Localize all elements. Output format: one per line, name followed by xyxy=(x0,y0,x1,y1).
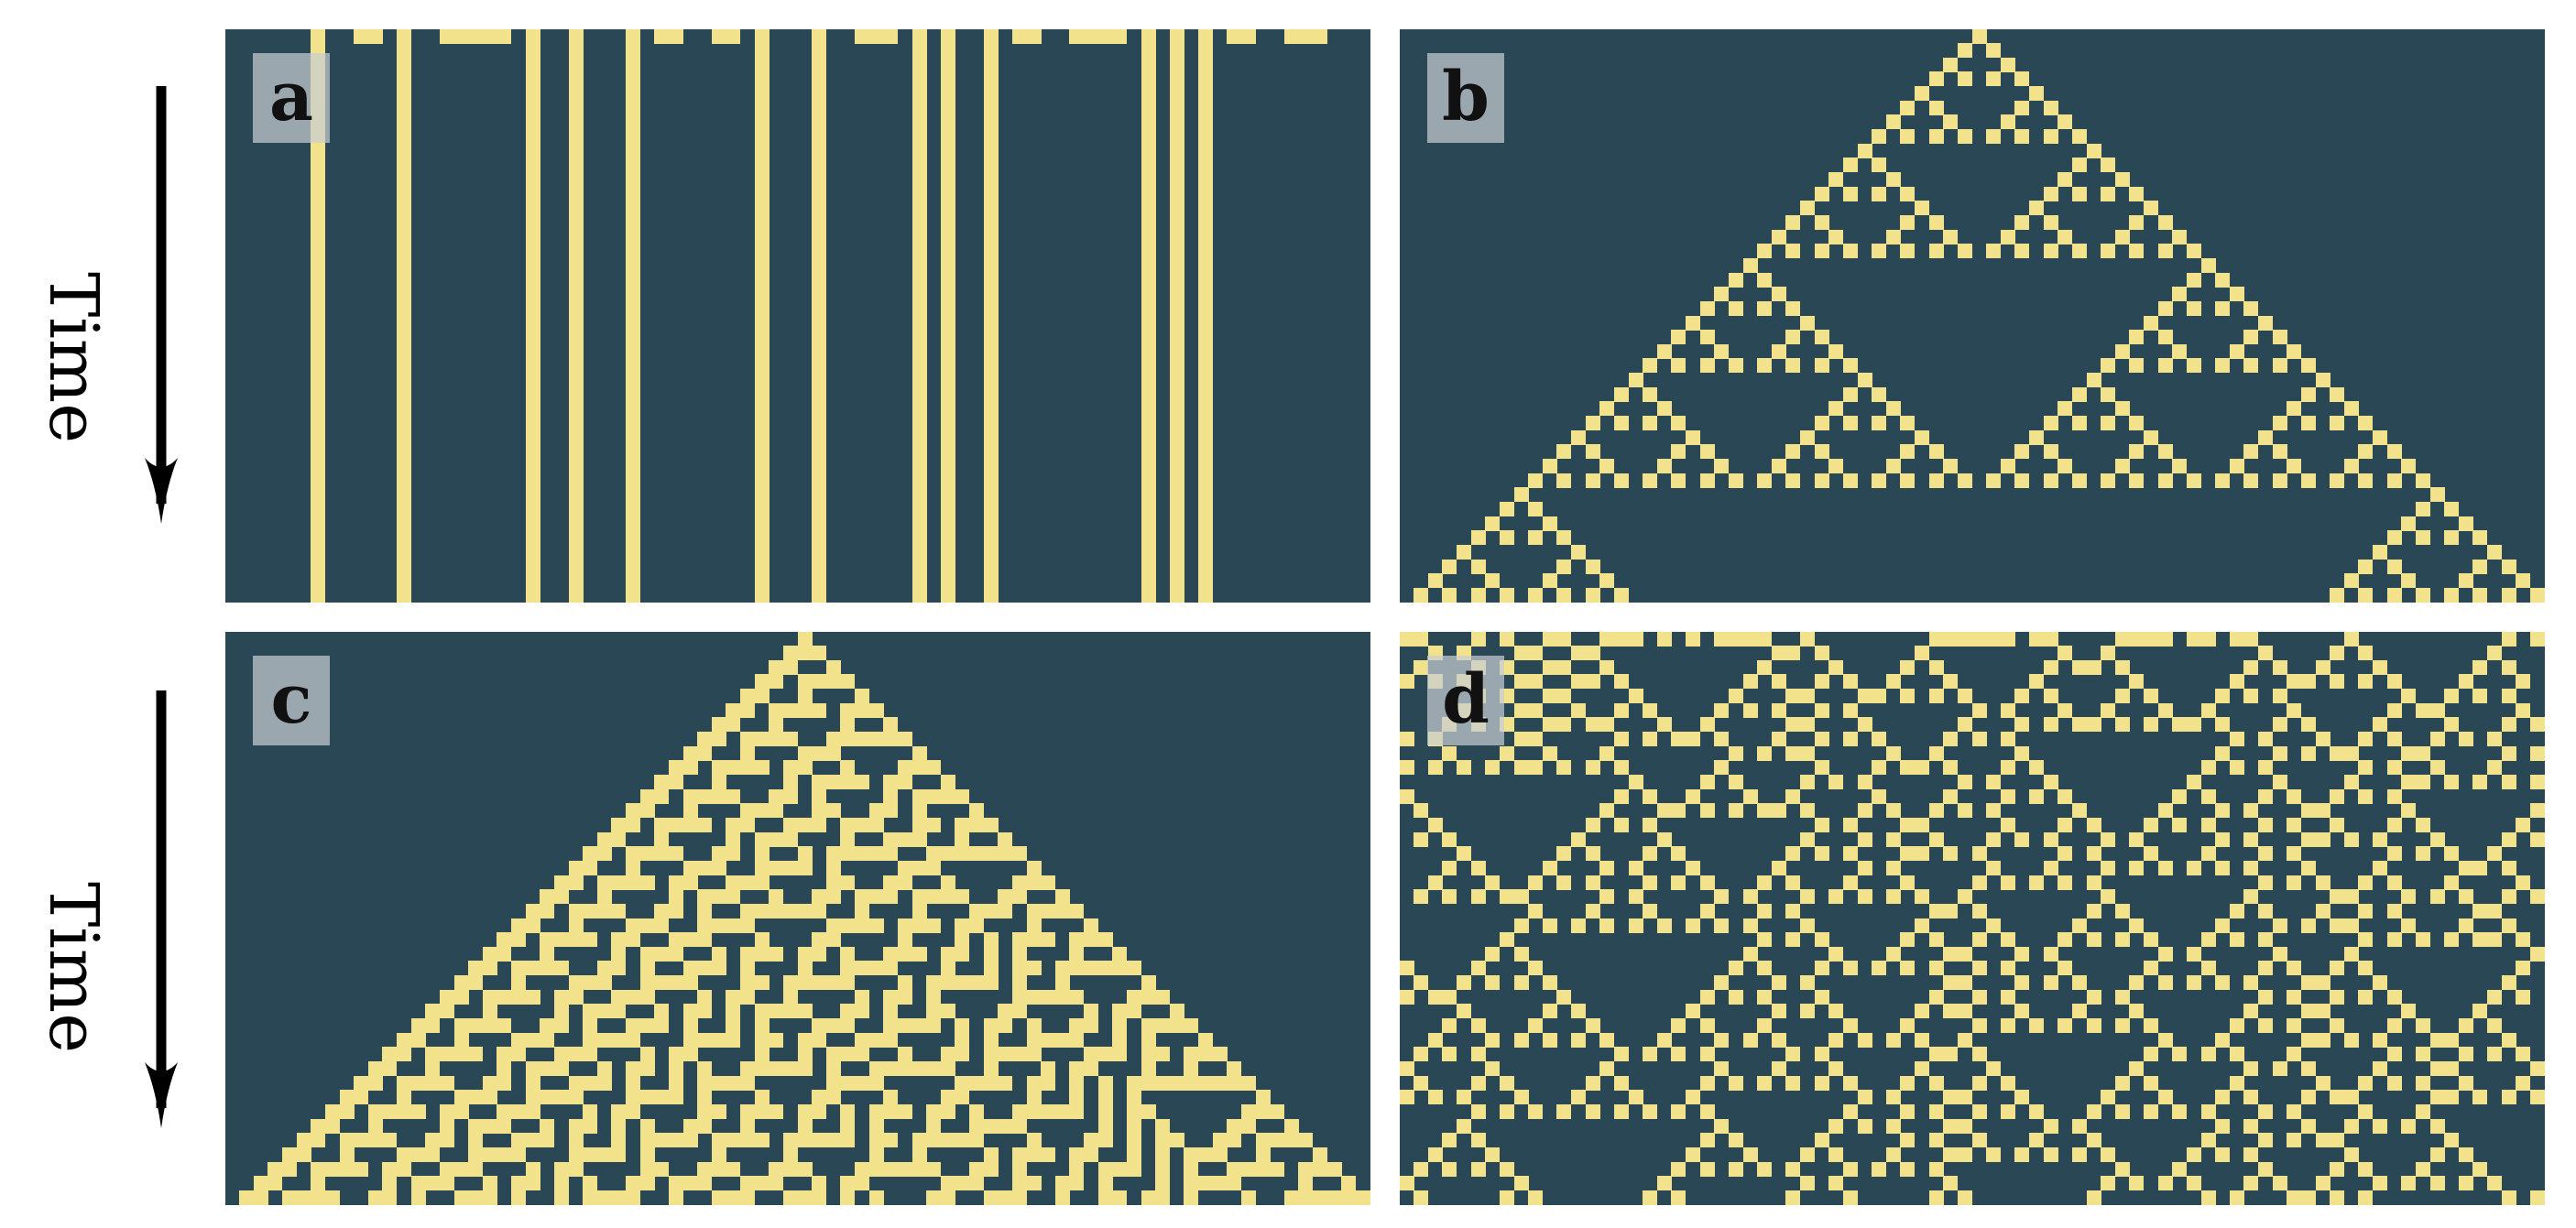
time-axis-top: Time xyxy=(0,73,178,531)
time-arrow-bottom-icon xyxy=(145,690,178,1128)
ca-pattern-d xyxy=(1400,632,2545,1205)
panel-label-a: a xyxy=(253,53,330,143)
ca-pattern-c xyxy=(225,632,1370,1205)
panel-a: a xyxy=(225,29,1370,603)
time-arrow-top-icon xyxy=(145,86,178,524)
panel-label-b: b xyxy=(1427,53,1504,143)
panel-label-d: d xyxy=(1427,656,1504,745)
panel-c: c xyxy=(225,632,1370,1205)
time-axis-label-bottom: Time xyxy=(34,882,113,1053)
panel-d: d xyxy=(1400,632,2545,1205)
panel-label-c: c xyxy=(253,656,330,745)
time-axis-label-top: Time xyxy=(34,272,113,443)
time-axis-bottom: Time xyxy=(0,678,178,1136)
panel-b: b xyxy=(1400,29,2545,603)
ca-pattern-a xyxy=(225,29,1370,603)
ca-pattern-b xyxy=(1400,29,2545,603)
